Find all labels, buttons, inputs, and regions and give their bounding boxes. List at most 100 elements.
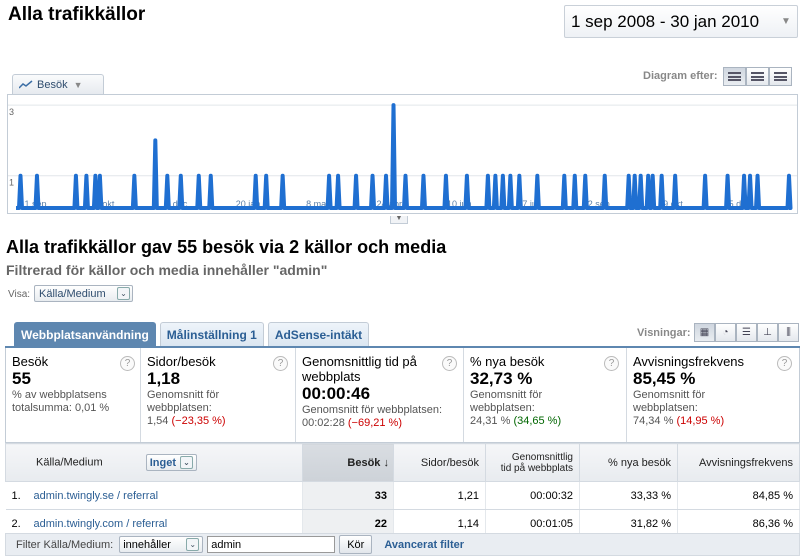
- advanced-filter-link[interactable]: Avancerat filter: [384, 538, 465, 551]
- filter-label: Filter Källa/Medium:: [16, 538, 114, 551]
- column-header-bounce[interactable]: Avvisningsfrekvens: [677, 443, 800, 482]
- source-link[interactable]: admin.twingly.com / referral: [33, 517, 168, 530]
- data-point[interactable]: [486, 174, 490, 178]
- pivot-view-button[interactable]: ⫼: [778, 323, 799, 342]
- data-point[interactable]: [98, 174, 102, 178]
- data-point[interactable]: [254, 174, 258, 178]
- data-point[interactable]: [209, 174, 213, 178]
- column-header-label: tid på webbplats: [500, 462, 573, 474]
- data-point[interactable]: [354, 174, 358, 178]
- help-icon[interactable]: ?: [604, 356, 619, 371]
- granularity-week-button[interactable]: [746, 67, 769, 86]
- tab-goal-set-1[interactable]: Målinställning 1: [159, 322, 264, 346]
- data-point[interactable]: [84, 174, 88, 178]
- help-icon[interactable]: ?: [120, 356, 135, 371]
- column-header-visits[interactable]: Besök ↓: [302, 443, 394, 482]
- data-point[interactable]: [501, 174, 505, 178]
- data-point[interactable]: [384, 174, 388, 178]
- x-tick-label: 2 sep: [588, 199, 610, 209]
- data-point[interactable]: [165, 174, 169, 178]
- filter-operator-value: innehåller: [123, 538, 171, 551]
- help-icon[interactable]: ?: [273, 356, 288, 371]
- data-point[interactable]: [74, 174, 78, 178]
- chart-header: Besök ▼: [7, 74, 798, 220]
- data-point[interactable]: [639, 174, 643, 178]
- data-point[interactable]: [465, 174, 469, 178]
- chevron-down-icon[interactable]: ▼: [781, 16, 791, 27]
- data-point[interactable]: [264, 174, 268, 178]
- data-point[interactable]: [371, 174, 375, 178]
- tab-site-usage[interactable]: Webbplatsanvändning: [14, 322, 156, 346]
- views-label: Visningar:: [637, 327, 691, 339]
- data-point[interactable]: [517, 174, 521, 178]
- delta-positive: (34,65 %): [513, 415, 562, 427]
- data-point[interactable]: [535, 174, 539, 178]
- data-point[interactable]: [179, 174, 183, 178]
- data-point[interactable]: [651, 174, 655, 178]
- data-point[interactable]: [660, 174, 664, 178]
- help-icon[interactable]: ?: [442, 356, 457, 371]
- column-header-new-visits[interactable]: % nya besök: [579, 443, 678, 482]
- site-average: 24,31 %: [470, 415, 511, 427]
- pie-view-button[interactable]: ◔: [715, 323, 736, 342]
- data-point[interactable]: [603, 174, 607, 178]
- visa-label: Visa:: [8, 289, 31, 300]
- secondary-dimension-select[interactable]: Inget ⌄: [145, 454, 197, 471]
- filter-operator-select[interactable]: innehåller ⌄: [119, 536, 204, 553]
- data-point[interactable]: [787, 174, 791, 178]
- filter-input[interactable]: [207, 536, 336, 553]
- metric-name: Besök: [12, 354, 49, 369]
- chart-granularity-buttons: [723, 67, 792, 86]
- performance-view-button[interactable]: ☰: [736, 323, 757, 342]
- data-point[interactable]: [646, 174, 650, 178]
- comparison-view-button[interactable]: ⊥: [757, 323, 778, 342]
- data-point[interactable]: [281, 174, 285, 178]
- data-point[interactable]: [18, 174, 22, 178]
- data-point[interactable]: [583, 174, 587, 178]
- date-range-text: 1 sep 2008 - 30 jan 2010: [571, 11, 760, 31]
- data-point[interactable]: [493, 174, 497, 178]
- data-point[interactable]: [403, 174, 407, 178]
- data-point[interactable]: [673, 174, 677, 178]
- x-tick-label: 20 jan: [236, 199, 261, 209]
- data-point[interactable]: [444, 174, 448, 178]
- source-link[interactable]: admin.twingly.se / referral: [33, 489, 159, 502]
- metric-selector[interactable]: Besök ▼: [12, 74, 104, 94]
- data-point[interactable]: [93, 174, 97, 178]
- data-point[interactable]: [627, 174, 631, 178]
- data-point[interactable]: [573, 174, 577, 178]
- date-range-picker[interactable]: 1 sep 2008 - 30 jan 2010 ▼: [564, 5, 798, 38]
- data-point[interactable]: [562, 174, 566, 178]
- column-header-time[interactable]: Genomsnittlig tid på webbplats: [485, 443, 580, 482]
- column-header-source[interactable]: Källa/Medium Inget ⌄: [5, 443, 303, 482]
- cell-new-visits: 33,33 %: [579, 481, 678, 510]
- data-point[interactable]: [756, 174, 760, 178]
- column-header-pages[interactable]: Sidor/besök: [393, 443, 486, 482]
- x-tick-label: 17 jul: [517, 199, 539, 209]
- data-point[interactable]: [633, 174, 637, 178]
- data-point[interactable]: [703, 174, 707, 178]
- granularity-month-button[interactable]: [769, 67, 792, 86]
- data-point[interactable]: [153, 138, 157, 142]
- data-point[interactable]: [421, 174, 425, 178]
- granularity-day-button[interactable]: [723, 67, 746, 86]
- data-point[interactable]: [327, 174, 331, 178]
- help-icon[interactable]: ?: [777, 356, 792, 371]
- filter-go-button[interactable]: Kör: [339, 535, 373, 554]
- data-point[interactable]: [726, 174, 730, 178]
- tab-adsense-revenue[interactable]: AdSense-intäkt: [267, 322, 370, 346]
- data-point[interactable]: [35, 174, 39, 178]
- data-point[interactable]: [508, 174, 512, 178]
- site-average: 00:02:28: [302, 417, 345, 429]
- chart-toggle-handle[interactable]: ▼: [390, 215, 408, 224]
- data-point[interactable]: [197, 174, 201, 178]
- data-point[interactable]: [742, 174, 746, 178]
- data-point[interactable]: [748, 174, 752, 178]
- table-view-button[interactable]: ▦: [694, 323, 715, 342]
- column-header-label: Genomsnittlig: [511, 451, 573, 463]
- data-point[interactable]: [392, 103, 396, 107]
- view-type-buttons: ▦ ◔ ☰ ⊥ ⫼: [694, 323, 799, 342]
- dimension-select[interactable]: Källa/Medium ⌄: [34, 285, 133, 302]
- data-point[interactable]: [132, 174, 136, 178]
- data-point[interactable]: [336, 174, 340, 178]
